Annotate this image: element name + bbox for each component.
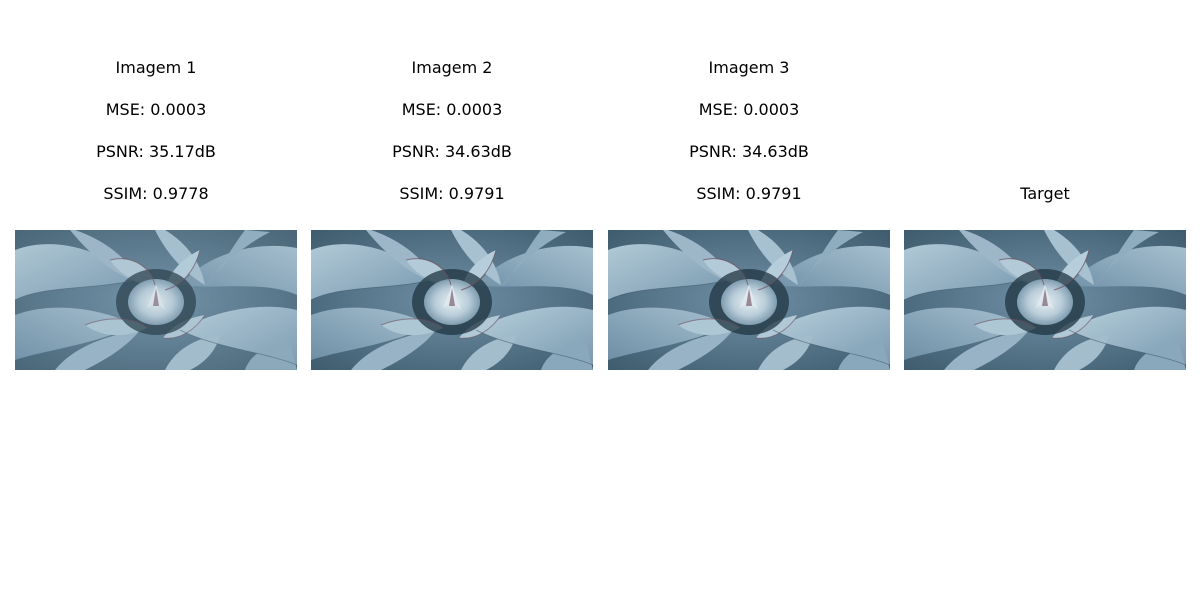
panel-imagem-2: Imagem 2 MSE: 0.0003 PSNR: 34.63dB SSIM:… xyxy=(311,0,593,600)
title-line-psnr: PSNR: 35.17dB xyxy=(96,142,216,161)
panel-imagem-3: Imagem 3 MSE: 0.0003 PSNR: 34.63dB SSIM:… xyxy=(608,0,890,600)
title-line-name: Imagem 1 xyxy=(115,58,197,77)
panel-title: Target xyxy=(884,162,1200,225)
agave-image-target xyxy=(904,230,1186,370)
title-line-ssim: SSIM: 0.9791 xyxy=(696,184,802,203)
title-line-mse: MSE: 0.0003 xyxy=(401,100,503,119)
title-line-psnr: PSNR: 34.63dB xyxy=(689,142,809,161)
panel-title: Imagem 1 MSE: 0.0003 PSNR: 35.17dB SSIM:… xyxy=(0,36,317,225)
title-line-ssim: SSIM: 0.9778 xyxy=(103,184,209,203)
title-line-name: Imagem 2 xyxy=(411,58,493,77)
title-line-mse: MSE: 0.0003 xyxy=(698,100,800,119)
agave-image-3 xyxy=(608,230,890,370)
title-line-mse: MSE: 0.0003 xyxy=(105,100,207,119)
panel-imagem-1: Imagem 1 MSE: 0.0003 PSNR: 35.17dB SSIM:… xyxy=(15,0,297,600)
title-line-ssim: SSIM: 0.9791 xyxy=(399,184,505,203)
title-line-name: Target xyxy=(1020,184,1070,203)
title-line-psnr: PSNR: 34.63dB xyxy=(392,142,512,161)
agave-image-2 xyxy=(311,230,593,370)
title-line-name: Imagem 3 xyxy=(708,58,790,77)
agave-image-1 xyxy=(15,230,297,370)
panel-target: Target xyxy=(904,0,1186,600)
panel-title: Imagem 3 MSE: 0.0003 PSNR: 34.63dB SSIM:… xyxy=(588,36,910,225)
panel-title: Imagem 2 MSE: 0.0003 PSNR: 34.63dB SSIM:… xyxy=(291,36,613,225)
